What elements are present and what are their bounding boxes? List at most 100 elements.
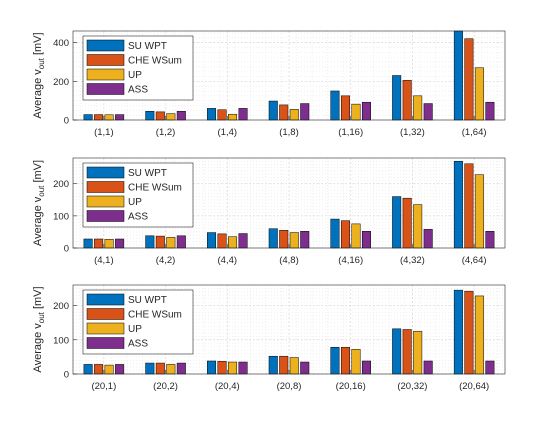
bar-up	[228, 361, 238, 375]
bar-up	[413, 95, 423, 121]
bar-ass	[238, 233, 248, 249]
y-axis-label: Average vout [mV]	[32, 286, 46, 372]
legend-label: CHE WSum	[128, 56, 182, 67]
legend-swatch	[86, 166, 125, 179]
bar-su-wpt	[207, 108, 217, 121]
bar-che-wsum	[464, 290, 474, 375]
bar-ass	[176, 362, 186, 375]
bar-su-wpt	[330, 90, 340, 121]
bar-che-wsum	[155, 362, 165, 375]
x-tick-label: (1,16)	[338, 127, 363, 138]
y-tick-label: 200	[53, 301, 69, 312]
bar-su-wpt	[268, 228, 278, 249]
x-tick-label: (1,32)	[400, 127, 425, 138]
x-tick-label: (20,8)	[277, 381, 302, 392]
legend-swatch	[86, 337, 125, 349]
bar-ass	[361, 101, 371, 121]
bar-ass	[238, 361, 248, 375]
y-tick-label: 100	[53, 335, 69, 346]
bar-su-wpt	[453, 30, 463, 121]
legend-label: ASS	[128, 85, 148, 96]
y-axis-label: Average vout [mV]	[32, 160, 46, 246]
bar-up	[351, 349, 361, 375]
bar-ass	[176, 235, 186, 249]
bar-che-wsum	[279, 355, 289, 375]
bar-che-wsum	[464, 38, 474, 121]
bar-che-wsum	[155, 111, 165, 121]
legend-swatch	[86, 39, 125, 52]
bar-up	[228, 113, 238, 121]
y-tick-label: 200	[53, 179, 69, 190]
legend-swatch	[86, 83, 125, 95]
legend-label: UP	[128, 324, 142, 335]
x-tick-label: (4,16)	[338, 255, 363, 266]
x-tick-label: (1,8)	[279, 127, 299, 138]
legend-swatch	[86, 54, 125, 66]
bar-up	[104, 239, 114, 249]
bar-su-wpt	[392, 75, 402, 121]
bar-ass	[361, 360, 371, 375]
bar-su-wpt	[145, 362, 155, 375]
bar-ass	[485, 360, 495, 375]
bar-su-wpt	[392, 196, 402, 249]
legend-label: CHE WSum	[128, 183, 182, 194]
bar-su-wpt	[145, 235, 155, 249]
bar-up	[104, 364, 114, 375]
legend-label: UP	[128, 70, 142, 81]
x-tick-label: (1,2)	[156, 127, 176, 138]
bar-che-wsum	[217, 233, 227, 249]
x-tick-label: (4,2)	[156, 255, 176, 266]
x-tick-label: (4,8)	[279, 255, 299, 266]
bar-su-wpt	[83, 114, 93, 121]
y-tick-label: 0	[64, 244, 69, 255]
bar-che-wsum	[402, 80, 412, 121]
x-tick-label: (20,4)	[215, 381, 240, 392]
bar-su-wpt	[83, 238, 93, 249]
bar-ass	[115, 114, 125, 121]
bar-up	[351, 223, 361, 249]
bar-up	[289, 232, 299, 249]
bar-up	[474, 174, 484, 249]
bar-su-wpt	[145, 111, 155, 121]
bar-che-wsum	[340, 220, 350, 249]
bar-su-wpt	[392, 328, 402, 375]
bar-che-wsum	[279, 230, 289, 249]
x-tick-label: (20,2)	[153, 381, 178, 392]
bar-ass	[115, 364, 125, 375]
bar-ass	[361, 231, 371, 249]
bar-che-wsum	[94, 364, 104, 375]
bar-che-wsum	[94, 114, 104, 121]
bar-che-wsum	[402, 197, 412, 249]
bar-up	[289, 109, 299, 121]
bar-up	[289, 357, 299, 375]
x-tick-label: (1,4)	[218, 127, 238, 138]
bar-ass	[300, 361, 310, 375]
legend-swatch	[86, 181, 125, 193]
bar-che-wsum	[464, 163, 474, 249]
bar-ass	[423, 229, 433, 249]
bar-up	[166, 364, 176, 375]
legend-label: ASS	[128, 212, 148, 223]
bar-up	[166, 237, 176, 249]
bar-up	[474, 67, 484, 121]
bar-su-wpt	[453, 160, 463, 249]
x-tick-label: (4,32)	[400, 255, 425, 266]
bar-up	[166, 113, 176, 121]
bar-up	[474, 295, 484, 375]
bar-up	[413, 204, 423, 249]
x-tick-label: (4,4)	[218, 255, 238, 266]
legend-label: SU WPT	[128, 295, 167, 306]
legend-swatch	[86, 308, 125, 320]
legend-label: ASS	[128, 339, 148, 350]
bar-su-wpt	[268, 355, 278, 375]
bar-ass	[176, 111, 186, 121]
legend-swatch	[86, 210, 125, 222]
bar-ass	[300, 103, 310, 121]
legend-label: UP	[128, 197, 142, 208]
x-tick-label: (4,1)	[94, 255, 114, 266]
bar-che-wsum	[217, 109, 227, 121]
y-axis-label: Average vout [mV]	[32, 32, 46, 118]
bar-up	[228, 236, 238, 249]
bar-su-wpt	[330, 347, 340, 375]
bar-che-wsum	[279, 104, 289, 121]
